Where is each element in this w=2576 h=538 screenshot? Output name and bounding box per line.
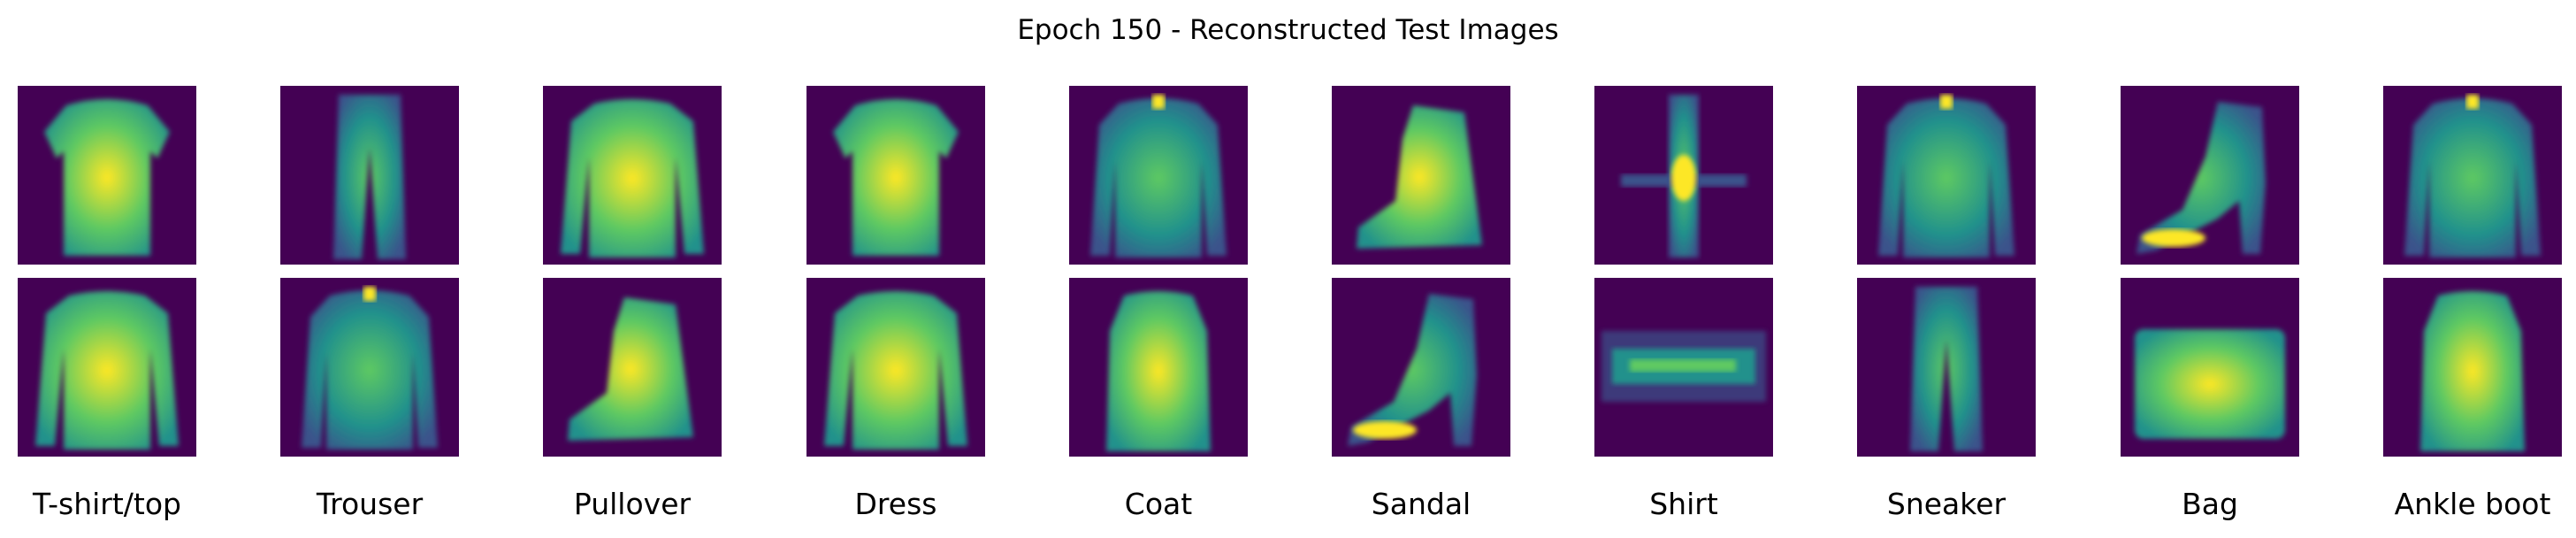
reconstruction-image-top-5 [1069,86,1248,265]
class-label: T-shirt/top [32,487,181,521]
class-label: Trouser [316,487,424,521]
reconstruction-image-top-8 [1857,86,2036,265]
class-label: Pullover [573,487,692,521]
reconstruction-image-bottom-10 [2383,278,2562,457]
reconstruction-image-bottom-9 [2121,278,2299,457]
reconstruction-image-bottom-8 [1857,278,2036,457]
class-label: Ankle boot [2394,487,2551,521]
class-label: Coat [1124,487,1193,521]
reconstruction-image-top-2 [280,86,459,265]
class-label: Sneaker [1886,487,2007,521]
reconstruction-image-bottom-3 [543,278,722,457]
reconstruction-image-top-9 [2121,86,2299,265]
class-label: Sandal [1371,487,1471,521]
reconstruction-image-bottom-4 [806,278,985,457]
reconstruction-image-bottom-6 [1332,278,1510,457]
reconstruction-image-top-3 [543,86,722,265]
class-label: Dress [854,487,937,521]
reconstruction-image-top-4 [806,86,985,265]
class-label: Shirt [1649,487,1718,521]
reconstruction-image-top-7 [1594,86,1773,265]
class-label: Bag [2182,487,2238,521]
reconstruction-image-bottom-5 [1069,278,1248,457]
reconstruction-image-bottom-1 [18,278,196,457]
reconstruction-image-top-10 [2383,86,2562,265]
reconstruction-image-top-1 [18,86,196,265]
reconstruction-image-top-6 [1332,86,1510,265]
reconstruction-image-bottom-2 [280,278,459,457]
reconstruction-image-bottom-7 [1594,278,1773,457]
figure-title: Epoch 150 - Reconstructed Test Images [1017,14,1559,46]
